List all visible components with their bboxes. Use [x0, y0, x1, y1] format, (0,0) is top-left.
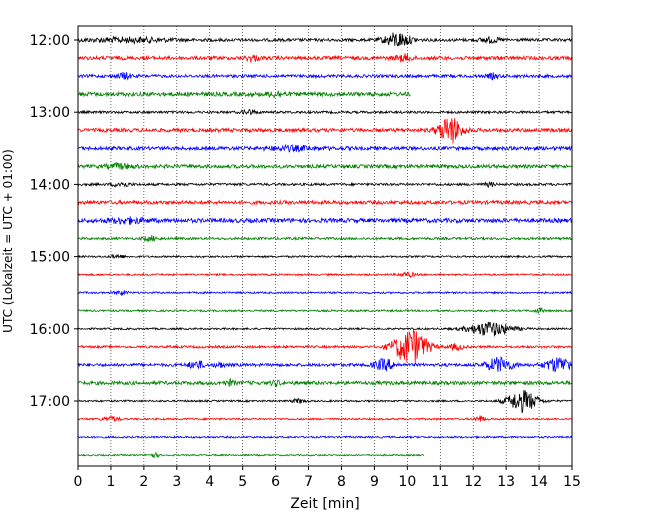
x-tick-label: 0: [74, 474, 83, 490]
x-tick-label: 1: [106, 474, 115, 490]
y-tick-label: 12:00: [30, 33, 70, 49]
seismic-trace: [77, 215, 573, 225]
x-tick-label: 8: [337, 474, 346, 490]
seismic-trace: [77, 290, 572, 297]
x-axis-label: Zeit [min]: [290, 496, 359, 512]
seismic-trace: [77, 390, 572, 413]
seismic-trace: [77, 253, 572, 259]
seismic-trace: [77, 53, 573, 64]
x-tick-label: 9: [370, 474, 379, 490]
x-axis-ticks: 0 1 2 3 4 5 6 7 8 9 10 11 12 13 14 15: [74, 466, 581, 490]
seismic-trace: [77, 435, 573, 440]
y-tick-label: 14:00: [30, 177, 70, 193]
seismic-trace: [77, 90, 411, 99]
vertical-grid: [110, 26, 540, 466]
x-tick-label: 12: [464, 474, 482, 490]
seismic-trace: [77, 71, 573, 81]
y-axis-label: UTC (Lokalzeit = UTC + 01:00): [1, 149, 15, 333]
seismic-trace: [77, 321, 572, 337]
seismic-trace: [77, 118, 573, 144]
seismic-trace: [77, 307, 573, 314]
y-tick-label: 16:00: [30, 322, 70, 338]
seismic-trace: [77, 377, 573, 388]
x-tick-label: 2: [139, 474, 148, 490]
plot-frame: [77, 25, 573, 467]
x-tick-label: 10: [398, 474, 416, 490]
seismic-trace: [77, 108, 572, 116]
y-tick-label: 17:00: [30, 394, 70, 410]
seismic-trace: [77, 32, 573, 47]
x-tick-label: 14: [530, 474, 548, 490]
seismic-trace: [77, 161, 573, 171]
seismic-trace: [77, 235, 573, 243]
seismic-trace: [77, 199, 573, 206]
y-tick-label: 15:00: [30, 250, 70, 266]
seismic-trace: [77, 356, 573, 373]
x-tick-label: 5: [238, 474, 247, 490]
seismic-trace: [77, 181, 572, 188]
x-tick-label: 6: [271, 474, 280, 490]
seismic-trace: [77, 143, 573, 153]
seismic-trace: [77, 451, 424, 459]
x-tick-label: 13: [497, 474, 515, 490]
x-tick-label: 15: [563, 474, 581, 490]
x-tick-label: 3: [172, 474, 181, 490]
x-tick-label: 11: [431, 474, 449, 490]
seismic-trace: [77, 414, 573, 423]
y-axis-ticks: 12:00 13:00 14:00 15:00 16:00 17:00: [30, 33, 78, 410]
x-tick-label: 4: [205, 474, 214, 490]
seismic-trace: [77, 271, 572, 279]
traces: [77, 32, 573, 459]
seismic-trace: [77, 329, 572, 364]
x-tick-label: 7: [304, 474, 313, 490]
y-tick-label: 13:00: [30, 105, 70, 121]
